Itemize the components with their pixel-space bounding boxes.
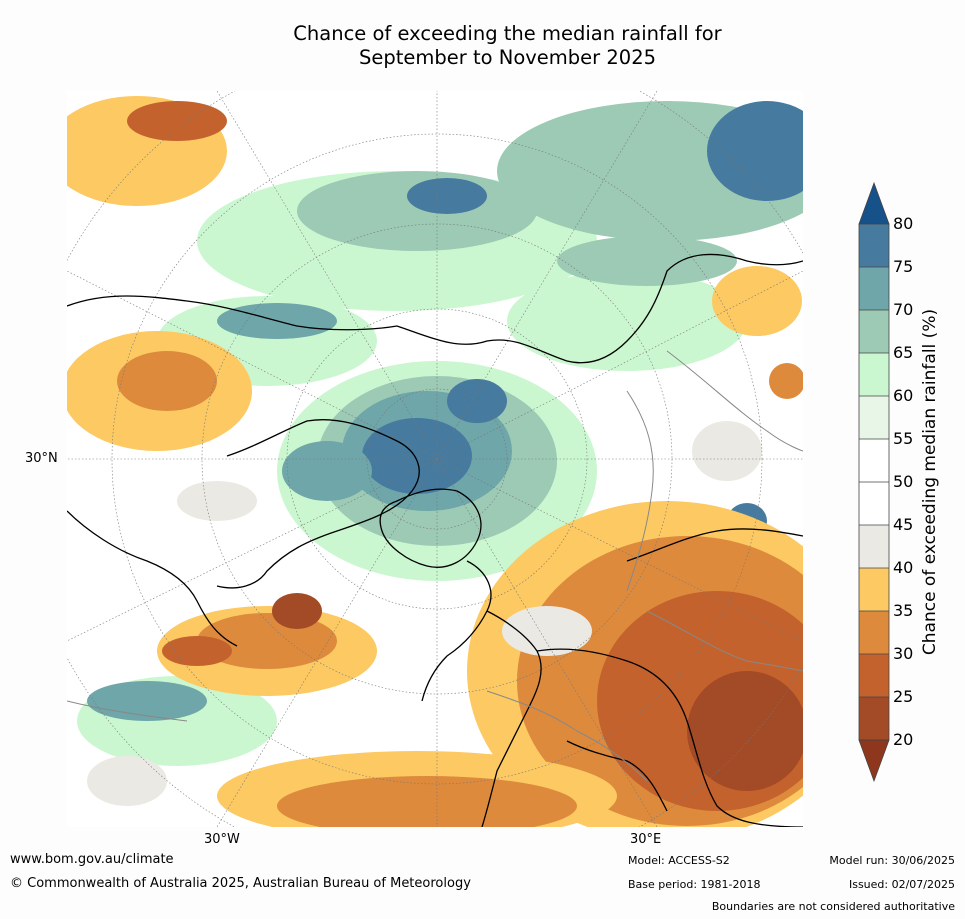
map-svg xyxy=(67,91,803,827)
chart-title: Chance of exceeding the median rainfall … xyxy=(0,22,965,70)
colorbar-band-60-65 xyxy=(859,353,889,396)
colorbar-band-40-45 xyxy=(859,525,889,568)
colorbar-label: Chance of exceeding median rainfall (%) xyxy=(920,308,940,656)
colorbar-band-45-50 xyxy=(859,482,889,525)
colorbar-tick: 80 xyxy=(893,214,914,233)
colorbar-band-20-25 xyxy=(859,697,889,740)
colorbar-tick: 35 xyxy=(893,601,914,620)
colorbar-tick: 60 xyxy=(893,386,914,405)
footer-copyright: © Commonwealth of Australia 2025, Austra… xyxy=(10,876,471,891)
footer-url[interactable]: www.bom.gov.au/climate xyxy=(10,852,174,867)
colorbar-band-75-80 xyxy=(859,224,889,267)
colorbar-band-35-40 xyxy=(859,568,889,611)
colorbar-tick: 30 xyxy=(893,644,914,663)
colorbar-tick: 50 xyxy=(893,472,914,491)
grey-regions xyxy=(87,421,762,806)
colorbar-tick: 55 xyxy=(893,429,914,448)
colorbar-tick: 45 xyxy=(893,515,914,534)
graticule xyxy=(67,91,803,827)
colorbar-tick: 75 xyxy=(893,257,914,276)
colorbar-tick: 40 xyxy=(893,558,914,577)
colorbar-band-30-35 xyxy=(859,611,889,654)
title-line-1: Chance of exceeding the median rainfall … xyxy=(293,22,722,45)
colorbar-band-50-55 xyxy=(859,439,889,482)
lon-label-30w: 30°W xyxy=(204,832,240,847)
colorbar-tick: 65 xyxy=(893,343,914,362)
borders xyxy=(67,350,803,782)
lat-label-30n: 30°N xyxy=(25,451,58,466)
forecast-map xyxy=(67,91,803,827)
colorbar-tick: 25 xyxy=(893,687,914,706)
lon-label-30e: 30°E xyxy=(630,832,662,847)
coastlines xyxy=(67,253,803,827)
footer-base-period: Base period: 1981-2018 xyxy=(628,878,761,891)
footer-issued: Issued: 02/07/2025 xyxy=(848,878,955,891)
footer-model-run: Model run: 30/06/2025 xyxy=(829,854,955,867)
colorbar-band-70-75 xyxy=(859,267,889,310)
footer-disclaimer: Boundaries are not considered authoritat… xyxy=(711,900,955,913)
footer-model: Model: ACCESS-S2 xyxy=(628,854,730,867)
title-line-2: September to November 2025 xyxy=(358,46,657,69)
colorbar-tick: 20 xyxy=(893,730,914,749)
colorbar-tick: 70 xyxy=(893,300,914,319)
colorbar-band-65-70 xyxy=(859,310,889,353)
colorbar-band-25-30 xyxy=(859,654,889,697)
colorbar-extend-top xyxy=(858,181,890,225)
colorbar xyxy=(858,181,890,783)
colorbar-band-55-60 xyxy=(859,396,889,439)
colorbar-extend-bottom xyxy=(858,739,890,783)
